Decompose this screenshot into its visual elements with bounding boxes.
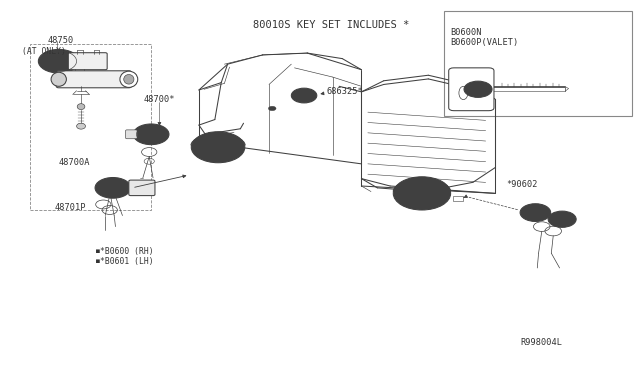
Circle shape [109, 186, 116, 190]
Text: 48700*: 48700* [143, 95, 175, 104]
Circle shape [38, 49, 79, 73]
Ellipse shape [77, 123, 86, 129]
FancyBboxPatch shape [129, 180, 155, 196]
Text: (AT ONLY): (AT ONLY) [22, 48, 67, 57]
FancyBboxPatch shape [68, 53, 107, 70]
Text: B0600N: B0600N [451, 28, 482, 37]
Bar [452, 196, 463, 201]
Text: ■: ■ [96, 259, 99, 264]
Ellipse shape [77, 104, 85, 110]
Circle shape [300, 93, 308, 98]
FancyBboxPatch shape [449, 68, 494, 111]
Circle shape [268, 106, 276, 111]
Ellipse shape [124, 74, 134, 84]
Circle shape [215, 145, 221, 149]
Bar [30, 44, 151, 210]
Bar [444, 11, 632, 116]
Text: 48750: 48750 [47, 36, 74, 45]
Circle shape [147, 132, 155, 137]
Text: 686325*: 686325* [326, 87, 363, 96]
Circle shape [548, 211, 576, 227]
Circle shape [291, 88, 317, 103]
FancyBboxPatch shape [125, 130, 137, 139]
Circle shape [530, 209, 541, 216]
Circle shape [520, 204, 550, 221]
Circle shape [559, 218, 564, 221]
Circle shape [557, 216, 567, 222]
Circle shape [533, 211, 538, 214]
Circle shape [412, 187, 432, 199]
Circle shape [50, 56, 68, 66]
Ellipse shape [120, 71, 138, 87]
Text: 80010S KEY SET INCLUDES *: 80010S KEY SET INCLUDES * [253, 20, 410, 31]
Text: 48701P: 48701P [54, 202, 86, 212]
Text: ■: ■ [96, 249, 99, 254]
Text: *90602: *90602 [507, 180, 538, 189]
Circle shape [464, 81, 492, 97]
Circle shape [474, 87, 483, 92]
Text: *B0601 (LH): *B0601 (LH) [100, 257, 154, 266]
Text: B0600P(VALET): B0600P(VALET) [451, 38, 519, 47]
Circle shape [418, 191, 426, 196]
FancyBboxPatch shape [56, 71, 131, 88]
Text: *B0600 (RH): *B0600 (RH) [100, 247, 154, 256]
Circle shape [95, 177, 131, 198]
Circle shape [191, 132, 245, 163]
Text: 48700A: 48700A [59, 157, 90, 167]
Circle shape [106, 184, 120, 192]
Circle shape [143, 130, 159, 139]
Ellipse shape [51, 72, 67, 86]
Circle shape [133, 124, 169, 145]
Circle shape [209, 142, 228, 153]
Circle shape [394, 177, 451, 210]
Text: R998004L: R998004L [520, 339, 562, 347]
